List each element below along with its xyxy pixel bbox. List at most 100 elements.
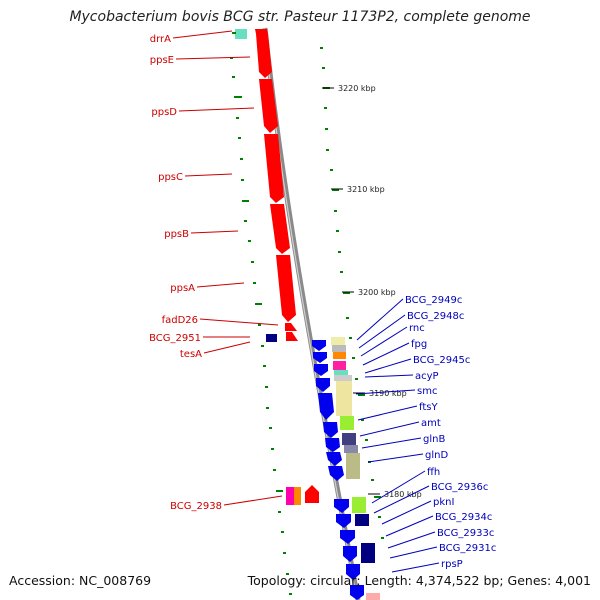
feature-rev-c [334, 375, 352, 381]
forward-label-leader [203, 341, 251, 354]
reverse-label-leader [364, 374, 414, 378]
reverse-label-leader [389, 546, 438, 559]
kbp-tick-label: 3200 kbp [358, 288, 396, 297]
forward-gene-label: ppsB [164, 229, 189, 240]
feature-amt [325, 438, 340, 452]
feature-rev-f [342, 433, 356, 445]
kbp-tick-label: 3210 kbp [347, 185, 385, 194]
reverse-gene-label: glnB [423, 434, 445, 445]
reverse-label-leader [387, 531, 436, 549]
forward-strand-features [235, 29, 319, 505]
feature-ppsA [276, 255, 296, 322]
forward-gene-label: fadD26 [162, 315, 198, 326]
forward-label-leader [196, 282, 245, 288]
feature-ftsY [323, 422, 338, 438]
feature-BCG_2934c-box [355, 514, 369, 526]
reverse-gene-label: BCG_2936c [431, 482, 488, 493]
reverse-gene-label: BCG_2934c [435, 512, 492, 523]
feature-BCG_2938-b [294, 487, 301, 505]
reverse-label-leader [385, 515, 434, 537]
reverse-gene-label: pknI [433, 497, 454, 508]
forward-gene-label: BCG_2938 [170, 501, 222, 512]
feature-ppsE [256, 34, 272, 78]
reverse-gene-label: amt [421, 418, 441, 429]
reverse-label-leader [361, 437, 422, 449]
feature-glnB [326, 452, 342, 466]
forward-label-leader [175, 56, 251, 60]
forward-gene-label: ppsC [158, 172, 183, 183]
reverse-label-leader [391, 562, 440, 573]
reverse-gene-label: glnD [425, 450, 448, 461]
feature-fadD26 [285, 323, 297, 331]
feature-rev-h [346, 453, 360, 479]
reverse-gene-label: BCG_2933c [437, 528, 494, 539]
forward-gene-label: ppsA [170, 283, 195, 294]
reverse-label-leader [356, 298, 404, 341]
forward-gene-label: ppsD [151, 107, 177, 118]
feature-rev-1 [312, 340, 326, 351]
feature-acyP-c [333, 352, 346, 359]
feature-BCG_2938-a [286, 487, 294, 505]
feature-BCG_2931c-box [361, 543, 375, 563]
feature-acyP-a [331, 337, 345, 345]
reverse-label-leader [381, 500, 432, 525]
reverse-label-leader [367, 453, 424, 463]
kbp-tick-label: 3190 kbp [369, 389, 407, 398]
reverse-gene-label: BCG_2948c [407, 311, 464, 322]
feature-acyP-b [332, 345, 346, 352]
reverse-gene-label: acyP [415, 371, 439, 382]
reverse-gene-label: BCG_2949c [405, 295, 462, 306]
feature-rev-k [343, 546, 357, 562]
feature-BCG_2951 [266, 334, 277, 342]
forward-gene-label: tesA [180, 349, 202, 360]
feature-drrA-box [235, 29, 247, 39]
feature-ppsD [259, 79, 278, 133]
reverse-label-leader [358, 314, 406, 349]
reverse-label-leader [362, 342, 410, 366]
reverse-gene-label: rnc [409, 323, 425, 334]
reverse-gene-label: BCG_2931c [439, 543, 496, 554]
feature-rev-e [340, 416, 354, 430]
feature-rev-i [336, 514, 351, 528]
reverse-label-leader [359, 421, 420, 437]
feature-smc [318, 393, 334, 420]
forward-label-leader [172, 30, 233, 39]
feature-rev-j [340, 530, 355, 544]
reverse-label-leader [371, 470, 426, 504]
feature-ppsB [270, 204, 290, 254]
forward-gene-labels: drrA ppsE ppsD ppsC ppsB ppsA fadD26 BCG_2951te… [149, 30, 283, 512]
forward-label-leader [223, 495, 283, 506]
topology-text: Topology: circular; Length: 4,374,522 bp… [247, 573, 591, 588]
feature-glnD [328, 466, 344, 481]
kbp-tick-label: 3220 kbp [338, 84, 376, 93]
kbp-scale: 3220 kbp 3210 kbp 3200 kbp 3190 kbp 3180 kbp [322, 84, 422, 499]
feature-rev-d [336, 381, 352, 416]
feature-rev-3 [314, 364, 328, 376]
feature-rev-m [350, 585, 364, 600]
map-title: Mycobacterium bovis BCG str. Pasteur 117… [69, 9, 531, 25]
forward-gene-label: BCG_2951 [149, 333, 201, 344]
forward-label-leader [190, 230, 239, 234]
feature-rev-2 [313, 352, 327, 363]
feature-smc-box [333, 361, 346, 370]
reverse-gene-label: ftsY [419, 402, 438, 413]
reverse-gene-label: ffh [427, 467, 440, 478]
feature-rpsP-box [366, 593, 380, 600]
forward-label-leader [199, 318, 279, 326]
feature-pknI-box [352, 497, 366, 513]
feature-rev-l [346, 564, 360, 580]
reverse-label-leader [357, 405, 418, 421]
feature-rev-g [344, 445, 358, 453]
feature-rev-4 [316, 378, 330, 392]
feature-ffh [334, 499, 349, 513]
feature-ppsC [264, 134, 284, 203]
kbp-tick-label: 3180 kbp [384, 490, 422, 499]
reverse-gene-label: smc [417, 386, 437, 397]
forward-gene-label: drrA [150, 34, 171, 45]
reverse-label-leader [360, 326, 408, 357]
reverse-gene-label: rpsP [441, 559, 463, 570]
reverse-label-leader [355, 389, 416, 395]
reverse-gene-label: fpg [411, 339, 427, 350]
